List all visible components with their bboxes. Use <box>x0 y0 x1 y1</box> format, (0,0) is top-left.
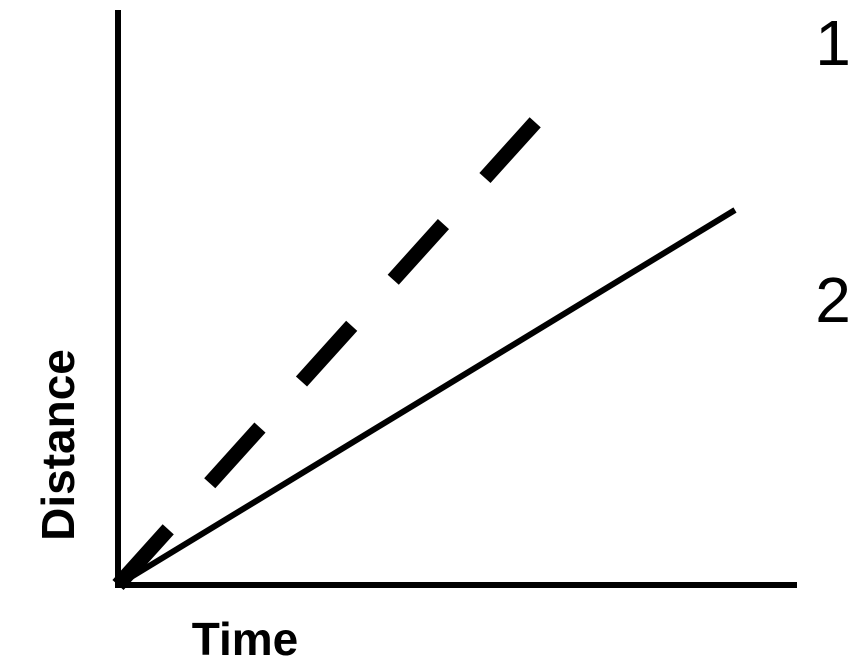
x-axis-label: Time <box>192 613 299 665</box>
series-label-2: 2 <box>815 264 851 336</box>
series-line-2 <box>116 207 737 588</box>
series-label-1: 1 <box>815 7 851 79</box>
y-axis-label: Distance <box>32 349 84 541</box>
series-line-1 <box>112 91 564 591</box>
